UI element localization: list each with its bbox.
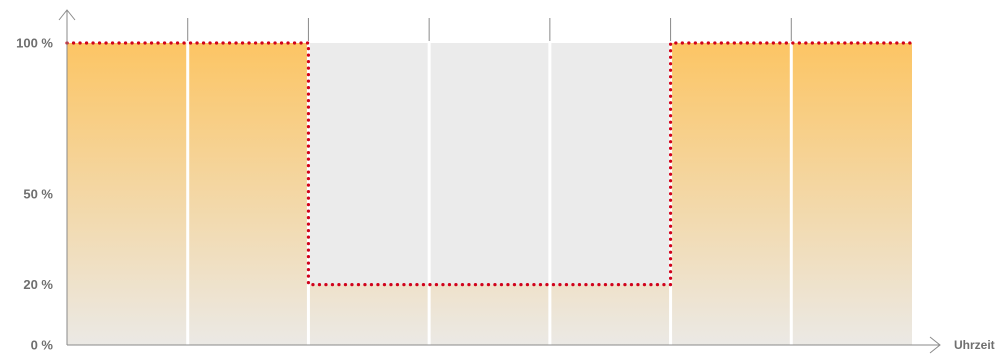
- axes-layer: [58, 9, 941, 354]
- bar-7: [791, 43, 912, 345]
- bar-1: [67, 43, 188, 345]
- bar-2: [187, 43, 309, 345]
- bar-4: [429, 284, 550, 345]
- level-line: [65, 41, 914, 287]
- slot-divider-6: [789, 43, 793, 345]
- level-layer: [65, 41, 914, 287]
- bars-layer: [67, 43, 912, 345]
- y-tick-label-100: 100 %: [16, 36, 53, 51]
- y-tick-labels: 0 % 20 % 50 % 100 %: [16, 36, 53, 353]
- y-tick-label-0: 0 %: [31, 338, 54, 353]
- y-tick-label-50: 50 %: [23, 187, 53, 202]
- slot-divider-3: [427, 43, 431, 345]
- y-tick-label-20: 20 %: [23, 277, 53, 292]
- x-axis-arrow: [929, 336, 941, 354]
- bar-5: [549, 284, 671, 345]
- slot-divider-2: [306, 43, 310, 345]
- ticks-layer: [187, 18, 792, 41]
- x-axis-label: Uhrzeit: [954, 338, 995, 352]
- bar-6: [670, 43, 792, 345]
- bar-3: [308, 284, 430, 345]
- slot-divider-4: [548, 43, 552, 345]
- y-axis-arrow: [58, 9, 76, 21]
- slot-divider-1: [186, 43, 190, 345]
